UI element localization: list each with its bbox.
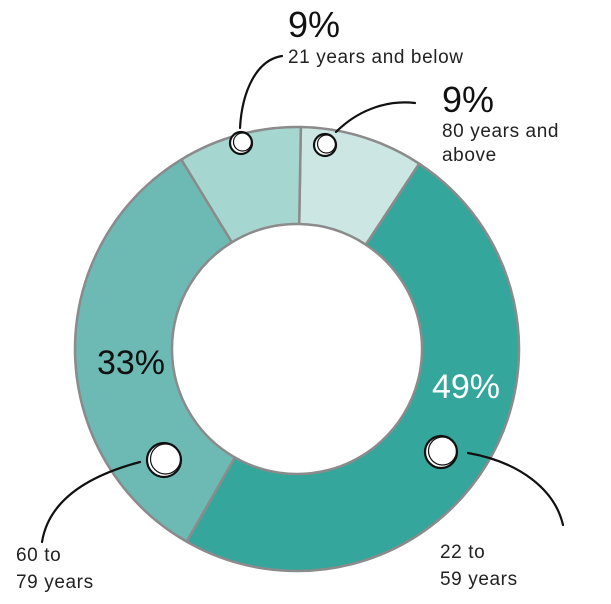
category-label: 21 years and below (288, 47, 464, 68)
leader-lines (40, 54, 565, 544)
leader-line (466, 451, 565, 527)
percent-label: 9% (288, 4, 340, 45)
callout-circle-sketch (149, 443, 182, 475)
percent-label: 33% (97, 344, 165, 382)
category-label: 59 years (440, 569, 518, 590)
category-label: 79 years (16, 572, 94, 593)
category-label: above (442, 145, 497, 166)
slice-22-to-59-years (185, 162, 521, 573)
slice-21-years-and-below (180, 125, 303, 244)
leader-line (334, 101, 417, 134)
category-label: 60 to (16, 545, 61, 566)
callout-circle-sketch (232, 132, 253, 152)
leader-line (238, 54, 284, 130)
callout-circle-sketch (316, 134, 337, 154)
percent-label: 49% (432, 368, 500, 406)
category-label: 22 to (440, 542, 485, 563)
category-label: 80 years and (442, 121, 559, 142)
callout-circle-sketch (427, 436, 458, 466)
donut-slices (73, 125, 521, 573)
percent-label: 9% (442, 79, 494, 120)
leader-line (40, 460, 142, 544)
slice-60-to-79-years (73, 158, 237, 543)
